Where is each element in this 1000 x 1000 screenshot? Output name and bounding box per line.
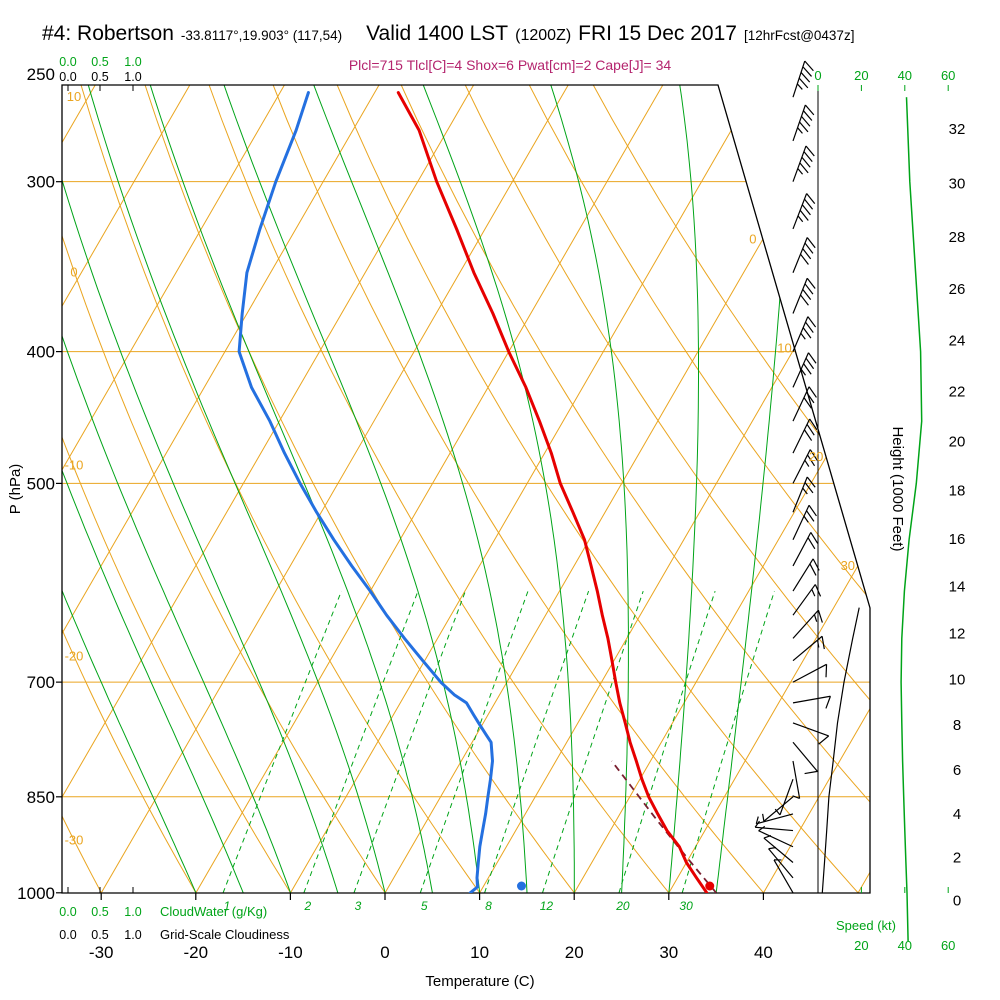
svg-text:30: 30 xyxy=(679,899,693,913)
svg-text:2: 2 xyxy=(953,850,961,867)
svg-text:850: 850 xyxy=(27,788,55,807)
svg-text:30: 30 xyxy=(659,943,678,962)
station-title: #4: Robertson xyxy=(42,22,174,45)
svg-text:500: 500 xyxy=(27,474,55,493)
svg-text:0: 0 xyxy=(814,68,821,83)
svg-text:300: 300 xyxy=(27,173,55,192)
svg-text:1.0: 1.0 xyxy=(124,905,141,919)
svg-text:0: 0 xyxy=(380,943,389,962)
svg-text:2: 2 xyxy=(303,899,311,913)
svg-text:24: 24 xyxy=(949,333,966,350)
svg-text:0: 0 xyxy=(953,893,961,910)
svg-text:0.0: 0.0 xyxy=(59,905,76,919)
svg-text:-20: -20 xyxy=(184,943,209,962)
svg-text:0: 0 xyxy=(749,231,756,246)
wind-barbs xyxy=(754,60,831,894)
svg-text:0.0: 0.0 xyxy=(59,70,76,84)
svg-text:10: 10 xyxy=(67,89,81,104)
valid-time: Valid 1400 LST xyxy=(366,22,509,45)
parcel-curve xyxy=(610,760,717,893)
svg-text:22: 22 xyxy=(949,383,966,400)
svg-text:10: 10 xyxy=(777,340,791,355)
svg-text:32: 32 xyxy=(949,121,966,138)
svg-text:26: 26 xyxy=(949,281,966,298)
temperature-axis-label: Temperature (C) xyxy=(425,973,534,990)
plot-frame xyxy=(61,84,871,894)
svg-text:20: 20 xyxy=(854,68,868,83)
speed-axis-label: Speed (kt) xyxy=(836,918,896,933)
svg-text:60: 60 xyxy=(941,938,955,953)
svg-text:20: 20 xyxy=(854,938,868,953)
svg-text:28: 28 xyxy=(949,229,966,246)
svg-text:0.5: 0.5 xyxy=(91,905,108,919)
wind-speed-trace xyxy=(821,607,860,893)
svg-text:10: 10 xyxy=(949,671,966,688)
sounding-profiles xyxy=(237,91,717,893)
stability-indices: Plcl=715 Tlcl[C]=4 Shox=6 Pwat[cm]=2 Cap… xyxy=(348,57,672,73)
station-coords: -33.8117°,19.903° (117,54) xyxy=(180,28,343,43)
svg-text:0.0: 0.0 xyxy=(59,55,76,69)
valid-zulu: (1200Z) xyxy=(515,27,572,44)
svg-text:250: 250 xyxy=(27,65,55,84)
svg-text:0.5: 0.5 xyxy=(91,55,108,69)
svg-text:20: 20 xyxy=(949,433,966,450)
svg-text:3: 3 xyxy=(355,899,362,913)
svg-text:1.0: 1.0 xyxy=(124,928,141,942)
cloudiness-axis-label: Grid-Scale Cloudiness xyxy=(160,927,290,942)
svg-text:12: 12 xyxy=(540,899,554,913)
svg-text:0.5: 0.5 xyxy=(91,70,108,84)
svg-text:30: 30 xyxy=(949,175,966,192)
svg-text:-10: -10 xyxy=(65,457,84,472)
svg-text:-30: -30 xyxy=(89,943,114,962)
svg-text:1.0: 1.0 xyxy=(124,70,141,84)
svg-text:60: 60 xyxy=(941,68,955,83)
svg-text:400: 400 xyxy=(27,343,55,362)
svg-text:8: 8 xyxy=(485,899,492,913)
svg-text:700: 700 xyxy=(27,673,55,692)
svg-text:1.0: 1.0 xyxy=(124,55,141,69)
cloudwater-axis-label: CloudWater (g/Kg) xyxy=(160,904,267,919)
surface-temperature-dot xyxy=(705,881,715,891)
svg-text:1: 1 xyxy=(224,899,231,913)
svg-text:0.5: 0.5 xyxy=(91,928,108,942)
height-profile-curve xyxy=(900,97,923,942)
svg-text:-30: -30 xyxy=(65,832,84,847)
surface-dewpoint-dot xyxy=(516,881,526,891)
svg-text:40: 40 xyxy=(898,68,912,83)
svg-text:0: 0 xyxy=(70,265,77,280)
svg-text:12: 12 xyxy=(949,625,966,642)
dewpoint-curve xyxy=(237,91,494,893)
svg-text:5: 5 xyxy=(421,899,428,913)
svg-text:20: 20 xyxy=(809,449,823,464)
pressure-axis-label: P (hPa) xyxy=(7,464,24,515)
svg-text:0.0: 0.0 xyxy=(59,928,76,942)
svg-text:20: 20 xyxy=(565,943,584,962)
svg-text:20: 20 xyxy=(615,899,630,913)
svg-text:-20: -20 xyxy=(65,648,84,663)
height-axis-label: Height (1000 Feet) xyxy=(889,426,906,551)
svg-text:1000: 1000 xyxy=(17,884,55,903)
forecast-info: [12hrFcst@0437z] xyxy=(743,28,855,43)
svg-text:18: 18 xyxy=(949,482,966,499)
temperature-curve xyxy=(396,91,709,893)
svg-text:30: 30 xyxy=(841,558,855,573)
svg-text:4: 4 xyxy=(953,806,961,823)
title-bar: #4: Robertson -33.8117°,19.903° (117,54)… xyxy=(42,22,994,46)
svg-text:10: 10 xyxy=(470,943,489,962)
svg-text:40: 40 xyxy=(898,938,912,953)
svg-text:-10: -10 xyxy=(278,943,303,962)
svg-text:40: 40 xyxy=(754,943,773,962)
background-grid xyxy=(62,85,870,893)
svg-text:6: 6 xyxy=(953,762,961,779)
svg-text:16: 16 xyxy=(949,531,966,548)
svg-text:8: 8 xyxy=(953,717,961,734)
svg-text:14: 14 xyxy=(949,578,966,595)
valid-date: FRI 15 Dec 2017 xyxy=(578,22,737,45)
